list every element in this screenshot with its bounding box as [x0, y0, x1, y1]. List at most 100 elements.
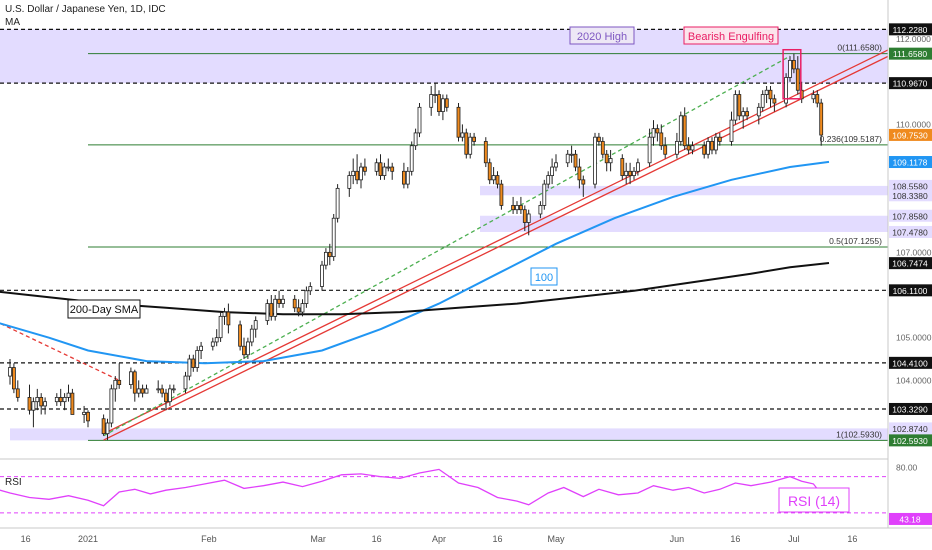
candle [593, 132, 597, 189]
candle [710, 137, 714, 155]
candle-body [214, 337, 219, 343]
candle-body [323, 251, 328, 266]
price-tick-label: 107.0000 [896, 247, 932, 257]
axis-level-label: 104.4100 [889, 356, 932, 369]
candle-body [39, 397, 44, 407]
candle-body [608, 158, 613, 164]
candle [597, 132, 601, 146]
candle [440, 94, 445, 121]
candle-body [156, 388, 161, 391]
axis-label-bg [889, 128, 932, 141]
axis-label-text: 109.1178 [893, 158, 928, 168]
candle [8, 359, 12, 385]
candle-body [355, 170, 360, 181]
candle-body [819, 102, 824, 136]
candle-body [717, 136, 722, 142]
candle [733, 90, 738, 125]
candle [195, 346, 200, 372]
candle [331, 213, 336, 261]
candle-body [413, 132, 418, 147]
candle [811, 90, 816, 104]
candle-body [277, 298, 282, 304]
candle-body [437, 94, 441, 112]
candle-body [417, 106, 422, 134]
candle [600, 137, 605, 159]
candle [487, 158, 492, 185]
candle [390, 162, 395, 180]
candle [86, 410, 90, 428]
candle-body [378, 162, 383, 176]
candle [628, 162, 632, 185]
axis-label-text: 43.18 [899, 514, 921, 524]
candle-body [686, 145, 691, 151]
candle [464, 128, 469, 159]
candle-body [546, 175, 551, 185]
candle [495, 171, 500, 189]
axis-level-label: 111.6580 [889, 47, 932, 60]
candle-body [249, 328, 254, 343]
candle [702, 141, 707, 159]
annotation-label: 2020 High [577, 31, 627, 43]
candle-body [405, 170, 410, 185]
axis-level-label: 108.5580 [889, 179, 932, 192]
candle [160, 384, 165, 398]
candle-body [210, 341, 215, 347]
fib-label: 1(102.5930) [836, 429, 882, 439]
candle-body [160, 388, 165, 394]
candle-body [66, 392, 71, 398]
candle-body [327, 251, 332, 258]
candle-body [714, 136, 718, 151]
candle [292, 295, 297, 313]
candle [58, 388, 63, 406]
candle [27, 384, 32, 415]
candle [277, 290, 282, 308]
candle [756, 103, 761, 125]
candle [550, 158, 554, 185]
candle-body [15, 388, 20, 398]
candle-body [132, 371, 137, 394]
candle [608, 149, 613, 172]
candle-body [519, 205, 523, 211]
axis-label-bg [889, 209, 932, 222]
candle-body [655, 128, 660, 134]
candle-body [472, 136, 477, 142]
candle [355, 154, 360, 185]
candle [651, 120, 656, 146]
candle [320, 260, 324, 291]
candle [437, 90, 441, 116]
candle-body [483, 141, 488, 164]
candle-body [600, 141, 605, 155]
candle-body [515, 205, 519, 211]
candle-body [374, 162, 379, 172]
candle [374, 158, 379, 176]
support-resistance-zone [480, 185, 888, 196]
trendline [0, 322, 120, 381]
candle [729, 111, 734, 146]
axis-label-text: 107.4780 [892, 227, 928, 237]
candle-body [444, 98, 449, 108]
candle-body [308, 286, 313, 292]
candle [323, 248, 328, 270]
candle-body [136, 388, 141, 394]
axis-label-text: 102.8740 [892, 424, 928, 434]
candle-body [499, 183, 504, 206]
candle [546, 171, 551, 189]
candle-body [253, 320, 258, 330]
candle-body [238, 324, 243, 347]
candle-body [542, 183, 547, 206]
candle [647, 128, 652, 168]
annotation-200-sma: 200-Day SMA [67, 299, 141, 319]
chart-title: U.S. Dollar / Japanese Yen, 1D, IDC [5, 4, 166, 15]
candle-body [359, 166, 363, 181]
candle-body [745, 111, 749, 117]
candle-body [70, 392, 75, 415]
candle-body [164, 392, 168, 403]
candle [663, 137, 668, 159]
candle-body [772, 98, 777, 104]
candle-body [269, 303, 274, 317]
candle [218, 312, 223, 342]
candle-body [386, 166, 391, 169]
candle [784, 73, 788, 108]
time-tick-label: 16 [730, 534, 740, 544]
candle [156, 380, 161, 394]
